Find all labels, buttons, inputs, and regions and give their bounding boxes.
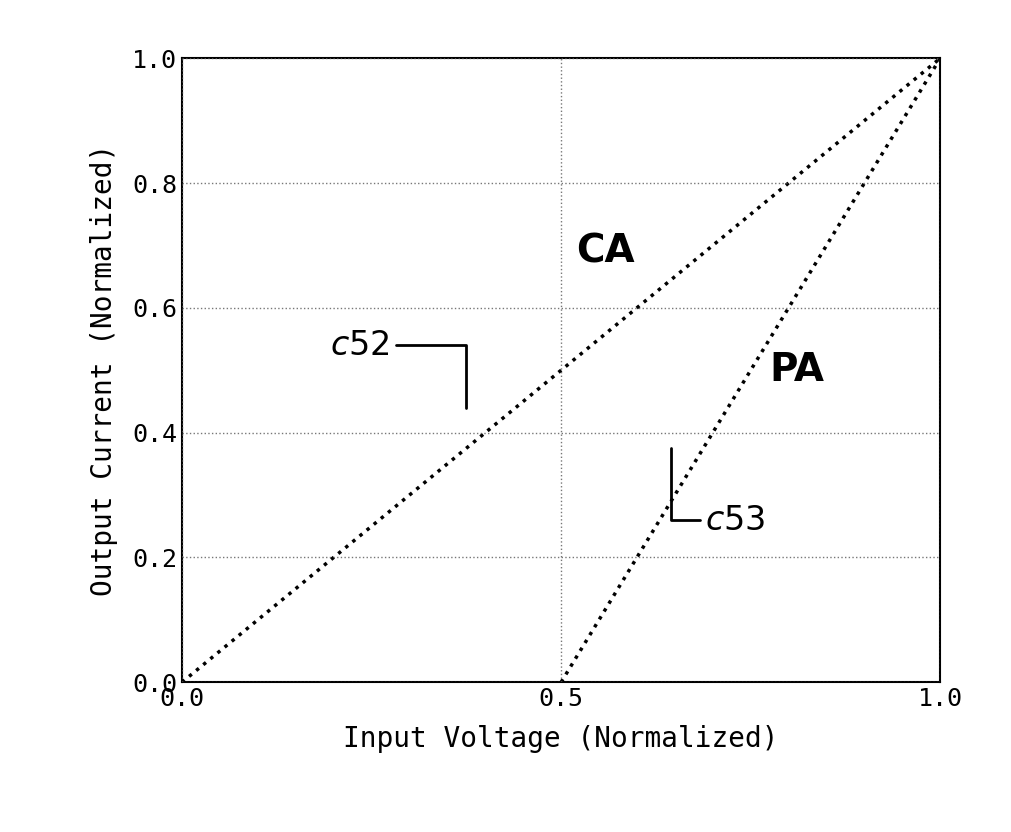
Text: $c52$: $c52$ (331, 329, 466, 408)
Text: $c53$: $c53$ (671, 448, 765, 537)
Y-axis label: Output Current (Normalized): Output Current (Normalized) (90, 144, 118, 597)
X-axis label: Input Voltage (Normalized): Input Voltage (Normalized) (344, 725, 778, 753)
Text: PA: PA (769, 351, 825, 389)
Text: CA: CA (576, 233, 635, 270)
